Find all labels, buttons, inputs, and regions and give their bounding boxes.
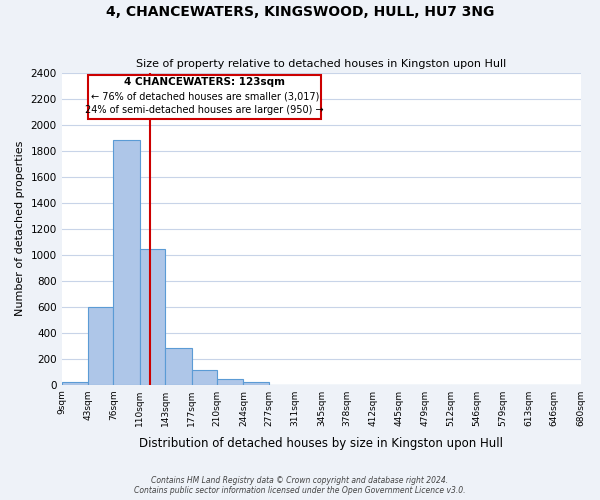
- X-axis label: Distribution of detached houses by size in Kingston upon Hull: Distribution of detached houses by size …: [139, 437, 503, 450]
- Text: 24% of semi-detached houses are larger (950) →: 24% of semi-detached houses are larger (…: [85, 105, 324, 115]
- Bar: [113, 140, 140, 384]
- Bar: [140, 250, 165, 384]
- Bar: [191, 370, 217, 384]
- Y-axis label: Number of detached properties: Number of detached properties: [15, 141, 25, 316]
- Text: 4 CHANCEWATERS: 123sqm: 4 CHANCEWATERS: 123sqm: [124, 78, 285, 88]
- Text: Contains HM Land Registry data © Crown copyright and database right 2024.
Contai: Contains HM Land Registry data © Crown c…: [134, 476, 466, 495]
- Text: ← 76% of detached houses are smaller (3,017): ← 76% of detached houses are smaller (3,…: [91, 92, 319, 102]
- Text: 4, CHANCEWATERS, KINGSWOOD, HULL, HU7 3NG: 4, CHANCEWATERS, KINGSWOOD, HULL, HU7 3N…: [106, 5, 494, 19]
- Title: Size of property relative to detached houses in Kingston upon Hull: Size of property relative to detached ho…: [136, 59, 506, 69]
- FancyBboxPatch shape: [88, 74, 322, 118]
- Bar: [244, 382, 269, 384]
- Bar: [62, 382, 88, 384]
- Bar: [217, 379, 244, 384]
- Bar: [88, 306, 113, 384]
- Bar: [165, 348, 191, 385]
